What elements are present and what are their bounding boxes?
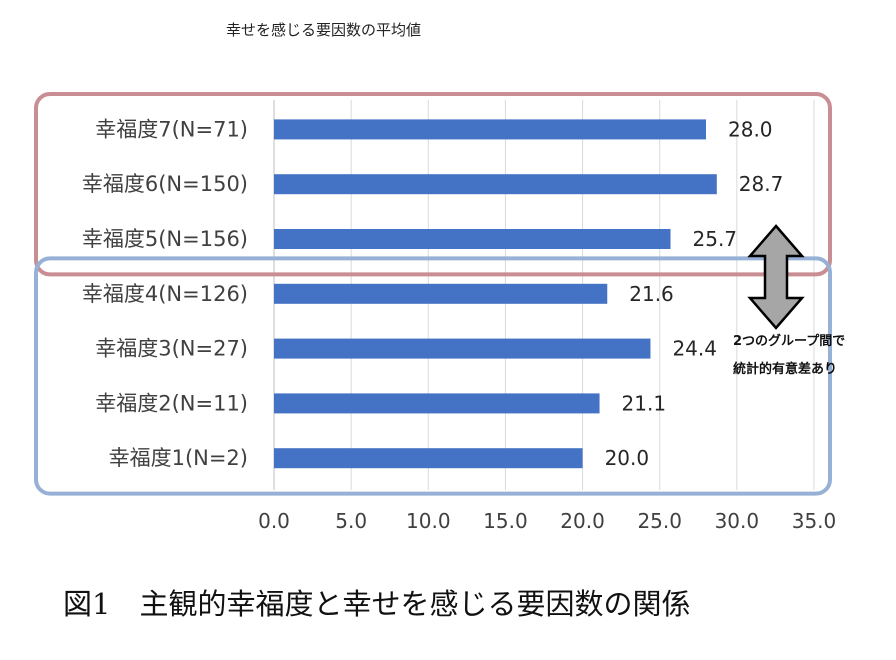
- group-box-upper: [34, 92, 832, 277]
- category-label: 幸福度1(N=2): [109, 446, 248, 470]
- significance-annotation: 2つのグループ間で 統計的有意差あり: [733, 224, 845, 377]
- value-label: 21.6: [629, 282, 674, 306]
- tick-label: 10.0: [406, 509, 451, 533]
- category-label: 幸福度4(N=126): [82, 282, 248, 306]
- annotation-line-1: 2つのグループ間で: [733, 333, 845, 349]
- value-label: 20.0: [605, 446, 650, 470]
- group-boxes: [34, 92, 832, 496]
- tick-label: 35.0: [792, 509, 837, 533]
- value-label: 21.1: [622, 391, 667, 415]
- bar: [274, 119, 706, 140]
- category-label: 幸福度3(N=27): [95, 337, 248, 361]
- category-label: 幸福度2(N=11): [95, 391, 248, 415]
- value-label: 24.4: [672, 337, 717, 361]
- figure-caption: 図1 主観的幸福度と幸せを感じる要因数の関係: [63, 587, 690, 621]
- category-label: 幸福度7(N=71): [95, 117, 248, 141]
- bar: [274, 283, 608, 304]
- bars: [274, 119, 717, 469]
- bar: [274, 393, 600, 414]
- chart-title: 幸せを感じる要因数の平均値: [226, 21, 421, 39]
- value-label: 28.7: [739, 172, 784, 196]
- tick-label: 5.0: [335, 509, 367, 533]
- bar: [274, 448, 583, 469]
- double-arrow-icon: [747, 224, 805, 330]
- annotation-line-2: 統計的有意差あり: [733, 361, 837, 377]
- bar: [274, 338, 651, 359]
- value-label: 25.7: [693, 227, 738, 251]
- tick-label: 15.0: [483, 509, 528, 533]
- x-axis-ticks: 0.0 5.0 10.0 15.0 20.0 25.0 30.0 35.0: [258, 509, 836, 533]
- category-labels: 幸福度7(N=71) 幸福度6(N=150) 幸福度5(N=156) 幸福度4(N=1…: [82, 117, 248, 470]
- category-label: 幸福度6(N=150): [82, 172, 248, 196]
- tick-label: 25.0: [637, 509, 682, 533]
- bar: [274, 229, 671, 249]
- tick-label: 0.0: [258, 509, 290, 533]
- group-box-lower: [34, 256, 832, 496]
- category-label: 幸福度5(N=156): [82, 227, 248, 251]
- tick-label: 20.0: [560, 509, 605, 533]
- value-label: 28.0: [728, 117, 773, 141]
- bar: [274, 174, 717, 195]
- tick-label: 30.0: [715, 509, 760, 533]
- value-labels: 28.0 28.7 25.7 21.6 24.4 21.1 20.0: [605, 117, 784, 470]
